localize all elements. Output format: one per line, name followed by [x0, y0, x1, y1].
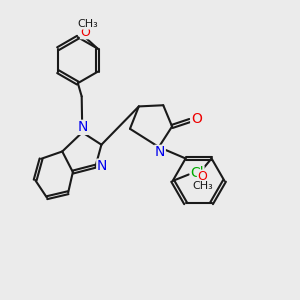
Text: O: O	[80, 26, 90, 39]
Text: CH₃: CH₃	[77, 19, 98, 29]
Text: CH₃: CH₃	[192, 181, 213, 191]
Text: N: N	[97, 159, 107, 173]
Text: N: N	[78, 120, 88, 134]
Text: N: N	[155, 146, 165, 159]
Text: O: O	[191, 112, 202, 126]
Text: O: O	[197, 170, 207, 183]
Text: Cl: Cl	[190, 166, 204, 180]
